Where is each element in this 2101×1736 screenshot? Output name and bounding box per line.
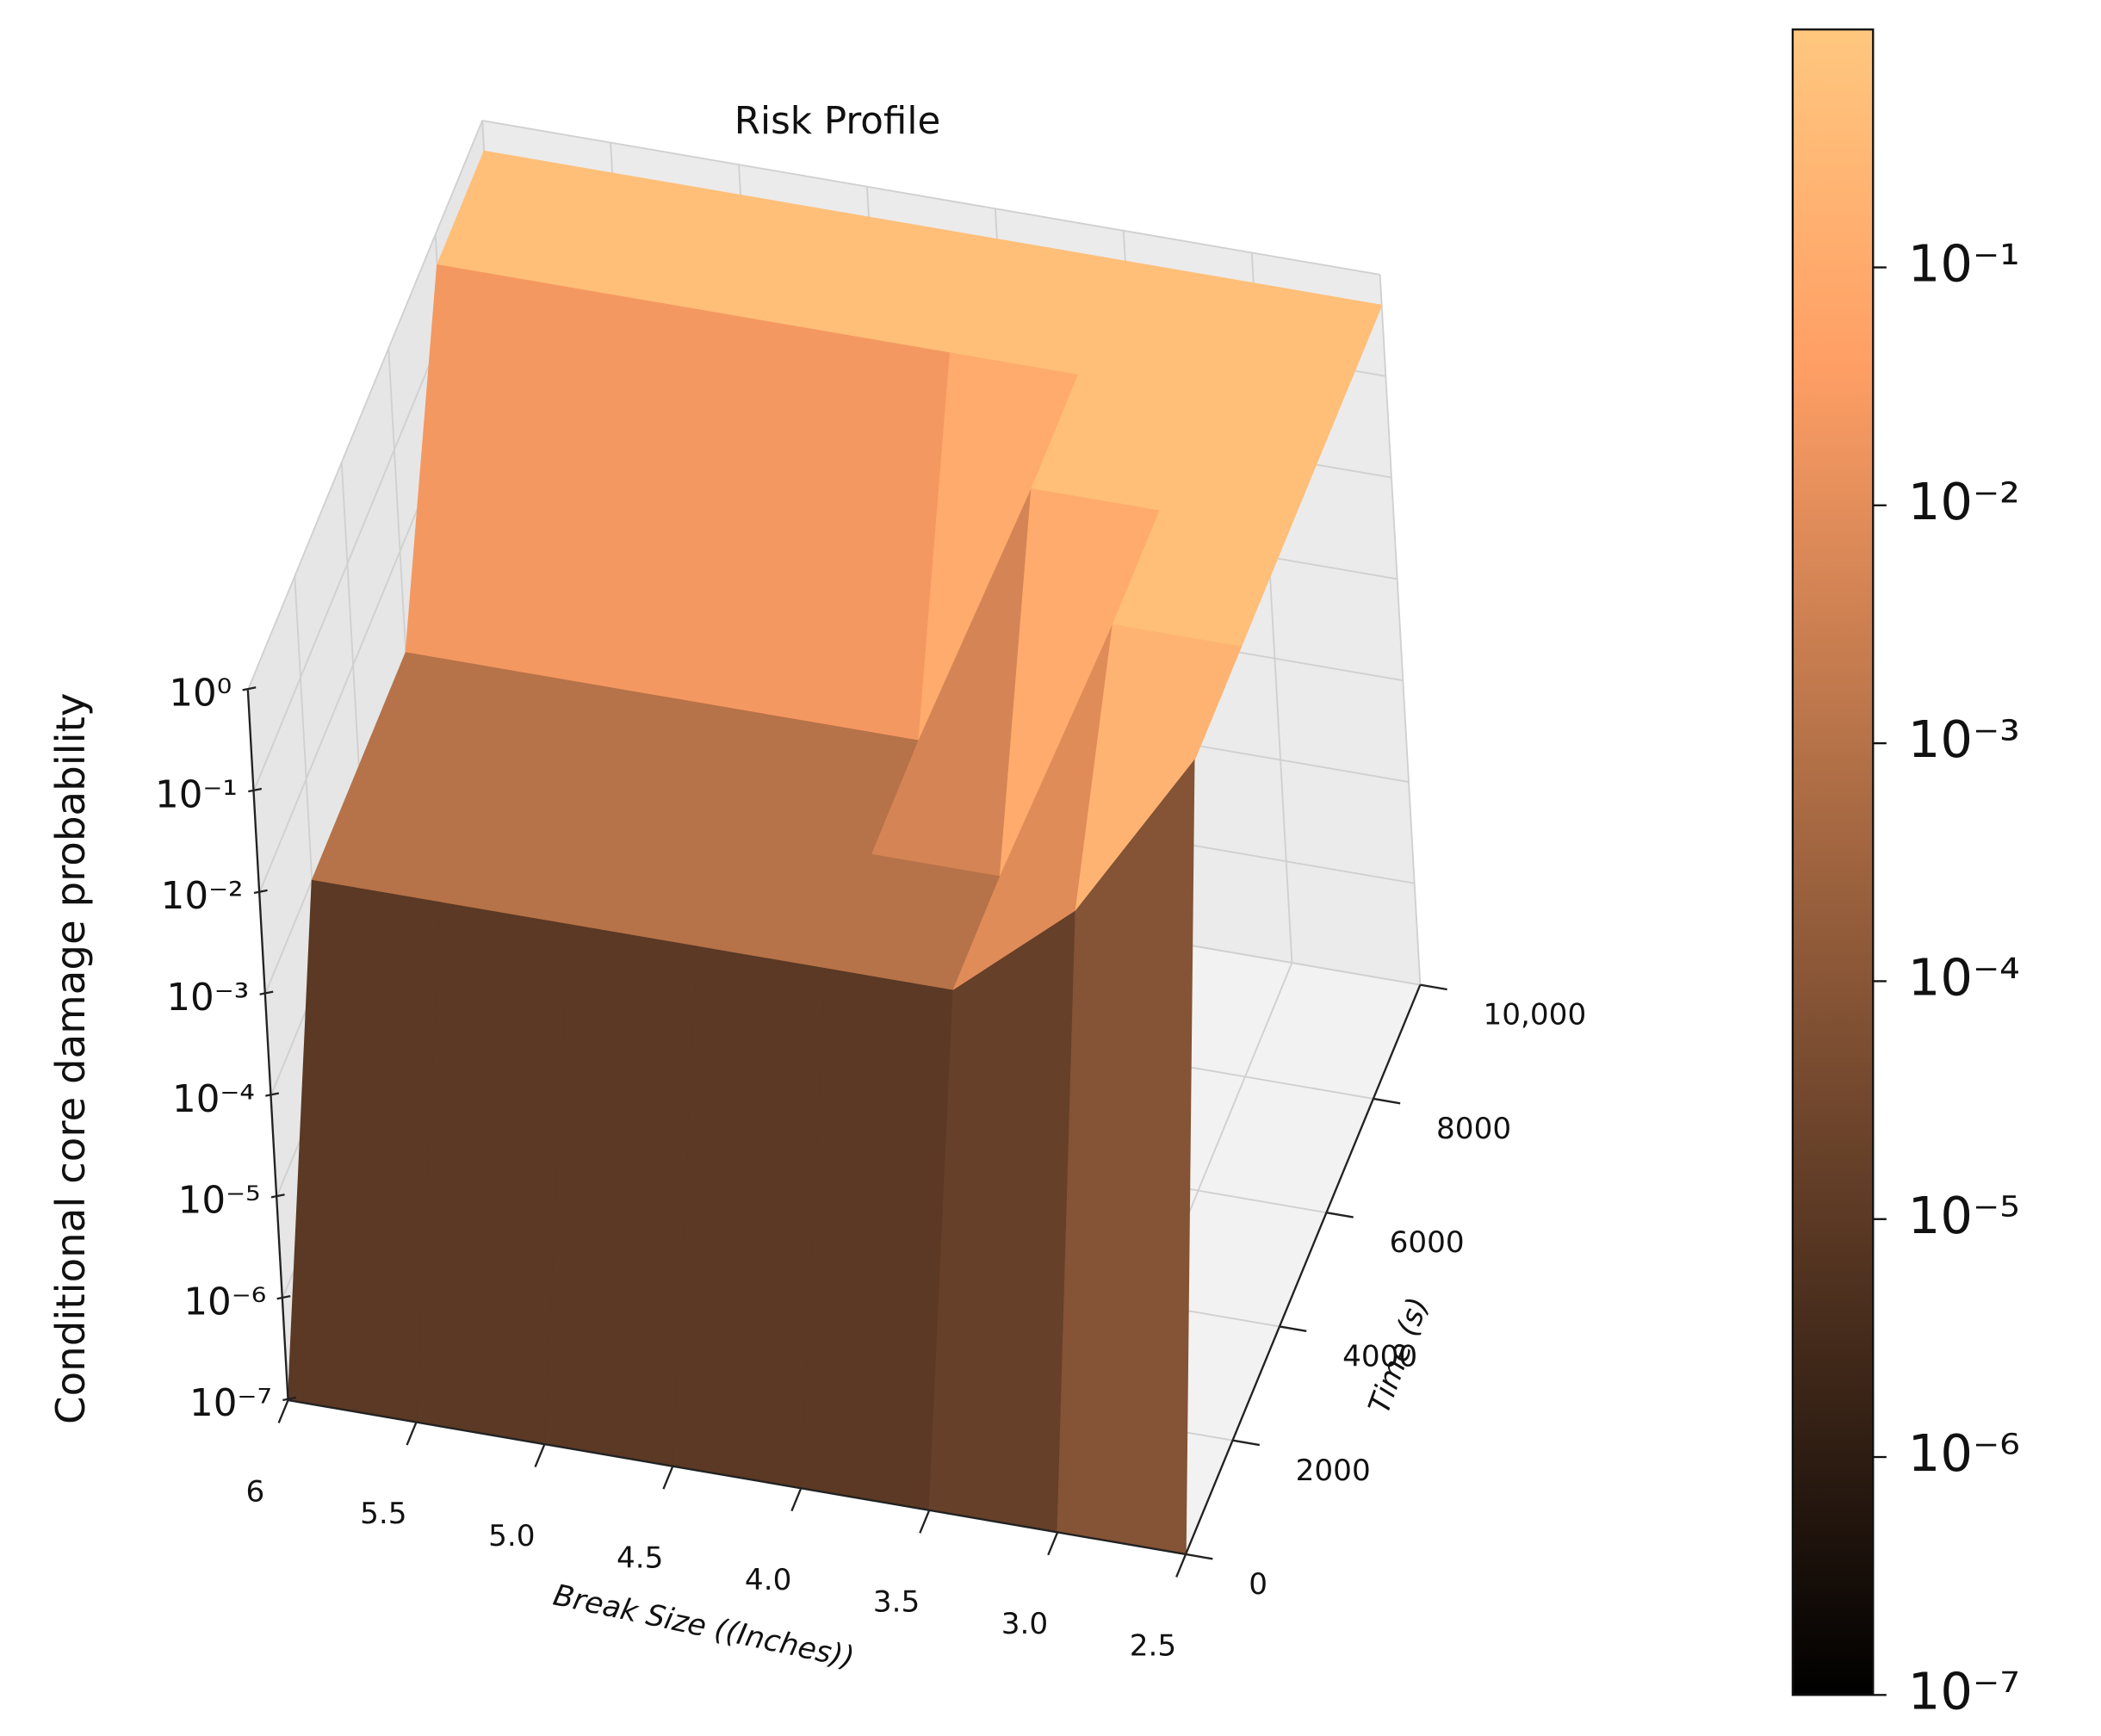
surface-cell <box>415 902 569 1445</box>
z-tick-label: 10⁻⁷ <box>189 1382 272 1425</box>
y-tick-label: 8000 <box>1436 1112 1511 1146</box>
y-tick-label: 4000 <box>1342 1340 1417 1374</box>
x-tick-label: 3.0 <box>1001 1607 1048 1641</box>
z-tick <box>270 1194 285 1199</box>
colorbar-tick-label: 10⁻¹ <box>1908 234 2020 294</box>
x-tick <box>919 1510 931 1534</box>
x-tick <box>662 1466 674 1490</box>
x-tick-label: 2.5 <box>1130 1629 1176 1664</box>
colorbar-tick-label: 10⁻² <box>1908 472 2020 531</box>
y-tick-label: 0 <box>1249 1567 1267 1602</box>
y-tick <box>1373 1097 1401 1105</box>
z-tick-label: 10⁻⁵ <box>178 1180 261 1223</box>
z-axis-label: Conditional core damage probability <box>48 692 95 1424</box>
chart-title: Risk Profile <box>734 100 941 143</box>
z-tick-label: 10⁻² <box>161 875 244 918</box>
y-tick <box>1185 1553 1213 1560</box>
z-tick <box>276 1294 291 1300</box>
x-tick-label: 5.0 <box>488 1519 535 1553</box>
z-tick <box>282 1396 297 1402</box>
z-tick <box>253 889 268 895</box>
colorbar-tick-label: 10⁻⁵ <box>1908 1186 2020 1245</box>
x-tick <box>277 1399 289 1423</box>
z-axis <box>246 690 289 1401</box>
x-tick-label: 4.5 <box>617 1541 663 1575</box>
z-tick-label: 10⁻³ <box>166 976 249 1020</box>
z-tick-label: 10⁰ <box>169 673 232 716</box>
colorbar-tick-label: 10⁻⁴ <box>1908 948 2020 1008</box>
x-tick <box>1175 1553 1187 1578</box>
z-tick <box>242 686 257 691</box>
surface-cell <box>543 923 697 1467</box>
y-tick-label: 6000 <box>1390 1225 1465 1260</box>
x-tick-label: 4.0 <box>745 1563 791 1597</box>
x-tick-label: 6 <box>246 1475 265 1510</box>
x-tick <box>534 1443 546 1468</box>
y-tick <box>1326 1212 1354 1218</box>
z-tick-label: 10⁻⁶ <box>183 1280 266 1324</box>
grid-line <box>482 120 1380 276</box>
z-tick-label: 10⁻¹ <box>155 773 238 816</box>
surface-cell <box>800 968 954 1511</box>
colorbar <box>1791 28 1875 1696</box>
z-tick <box>248 787 263 793</box>
x-tick <box>406 1422 418 1446</box>
grid-line <box>1379 274 1422 985</box>
plot-area: Risk Profile Conditional core damage pro… <box>48 28 2020 1720</box>
z-tick <box>265 1092 280 1097</box>
z-tick <box>259 990 274 995</box>
colorbar-tick-label: 10⁻⁶ <box>1908 1423 2020 1483</box>
y-tick-label: 2000 <box>1296 1454 1371 1488</box>
z-tick-label: 10⁻⁴ <box>172 1078 255 1121</box>
colorbar-tick-label: 10⁻⁷ <box>1908 1661 2020 1720</box>
colorbar-tick-label: 10⁻³ <box>1908 710 2020 769</box>
x-axis-label: Break Size ((Inches)) <box>550 1578 857 1676</box>
y-tick-label: 10,000 <box>1483 998 1586 1032</box>
surface-cell <box>287 879 441 1423</box>
y-axis <box>1184 984 1422 1555</box>
grid-line <box>246 120 484 691</box>
y-tick <box>1279 1325 1307 1332</box>
surface-cell <box>672 946 826 1490</box>
x-tick-label: 5.5 <box>360 1497 406 1531</box>
x-axis <box>288 1398 1187 1556</box>
y-tick <box>1420 983 1447 991</box>
x-tick-label: 3.5 <box>873 1584 920 1619</box>
x-tick <box>790 1487 803 1512</box>
x-tick <box>1047 1531 1059 1556</box>
y-tick <box>1232 1439 1260 1447</box>
